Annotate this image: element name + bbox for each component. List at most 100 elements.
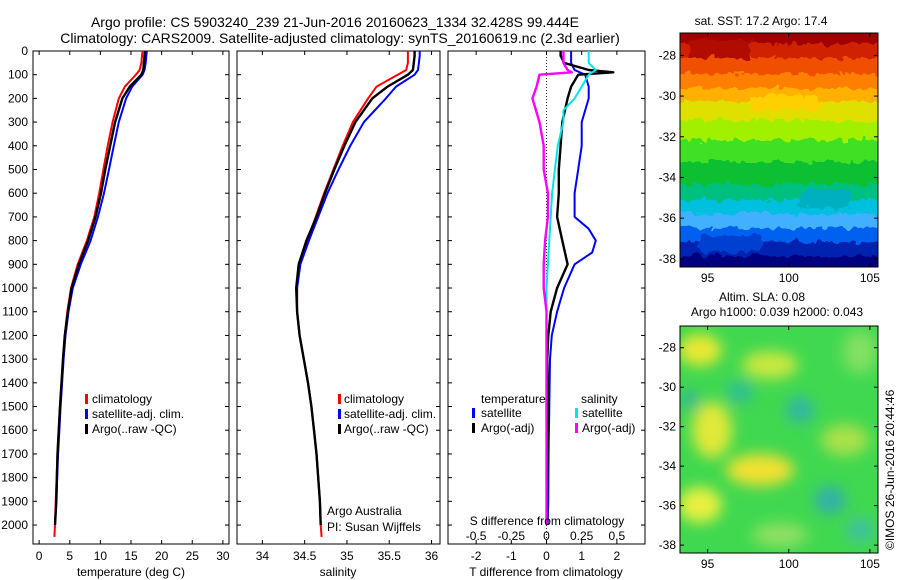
map-y-tick-label: -34 — [659, 459, 677, 473]
legend-swatch-t-argo — [472, 423, 475, 433]
salinity-axis-label: salinity — [320, 565, 357, 579]
legend-label-s-satellite: satellite — [582, 406, 623, 420]
sla-map-axes: 95 100 105 -28 -30 -32 -34 -36 -38 — [659, 326, 880, 571]
depth-tick-label: 600 — [8, 186, 28, 200]
legend-swatch-argo — [338, 424, 341, 434]
map-y-tick-label: -30 — [659, 89, 677, 103]
legend-swatch-climatology — [85, 394, 88, 404]
legend-label-s-argo: Argo(-adj) — [582, 421, 635, 435]
legend-header-temperature: temperature — [481, 392, 546, 406]
x-tick-label: 20 — [155, 549, 169, 563]
depth-tick-label: 1200 — [1, 328, 28, 342]
legend-label-satellite: satellite-adj. clim. — [92, 407, 184, 421]
legend-swatch-satellite — [85, 409, 88, 419]
map-y-tick-label: -28 — [659, 341, 677, 355]
annotation-argo-australia: Argo Australia — [327, 504, 402, 518]
sst-map-title: sat. SST: 17.2 Argo: 17.4 — [695, 14, 828, 28]
map-x-tick-label: 100 — [779, 271, 799, 285]
header-line-2: Climatology: CARS2009. Satellite-adjuste… — [60, 30, 620, 46]
depth-tick-label: 1000 — [1, 281, 28, 295]
depth-tick-label: 900 — [8, 257, 28, 271]
x-tick-label: 35.5 — [378, 549, 402, 563]
salinity-plot: 34 34.5 35 35.5 36 — [256, 51, 439, 563]
x-tick-label: -2 — [471, 549, 482, 563]
temperature-plot-frame — [32, 50, 230, 545]
depth-tick-label: 1900 — [1, 494, 28, 508]
temperature-legend: climatology satellite-adj. clim. Argo(..… — [85, 392, 184, 436]
map-x-tick-label: 105 — [860, 557, 880, 571]
sla-map-title: Altim. SLA: 0.08 — [719, 290, 805, 304]
map-y-tick-label: -38 — [659, 252, 677, 266]
legend-swatch-s-satellite — [575, 408, 578, 418]
depth-tick-label: 1500 — [1, 400, 28, 414]
depth-tick-label: 700 — [8, 210, 28, 224]
map-y-tick-label: -30 — [659, 380, 677, 394]
s-difference-axis-label: S difference from climatology — [470, 514, 625, 528]
s-tick-label: 0.5 — [609, 529, 626, 543]
difference-legend: temperature salinity satellite Argo(-adj… — [472, 392, 635, 435]
sla-map-subtitle: Argo h1000: 0.039 h2000: 0.043 — [691, 305, 863, 319]
header-line-1: Argo profile: CS 5903240_239 21-Jun-2016… — [91, 14, 579, 30]
s-tick-label: -0.25 — [498, 529, 526, 543]
t-difference-axis-label: T difference from climatology — [469, 565, 623, 579]
s-tick-label: -0.5 — [466, 529, 487, 543]
annotation-pi: PI: Susan Wijffels — [327, 520, 421, 534]
legend-swatch-climatology — [338, 394, 341, 404]
x-tick-label: 34 — [256, 549, 270, 563]
depth-tick-label: 800 — [8, 234, 28, 248]
map-y-tick-label: -28 — [659, 48, 677, 62]
s-tick-label: 0 — [543, 529, 550, 543]
x-tick-label: 30 — [216, 549, 230, 563]
legend-header-salinity: salinity — [581, 392, 618, 406]
sla-map-frame — [679, 325, 879, 554]
series-line-salinity-argo-adj — [531, 51, 573, 525]
depth-tick-label: 1600 — [1, 423, 28, 437]
map-x-tick-label: 95 — [701, 557, 715, 571]
temperature-axis-label: temperature (deg C) — [77, 565, 185, 579]
depth-tick-label: 1700 — [1, 447, 28, 461]
x-tick-label: 10 — [94, 549, 108, 563]
x-tick-label: 1 — [578, 549, 585, 563]
legend-swatch-t-satellite — [472, 408, 475, 418]
x-tick-label: 0 — [543, 549, 550, 563]
x-tick-label: 25 — [186, 549, 200, 563]
map-x-tick-label: 100 — [779, 557, 799, 571]
series-line-argo-raw-qc — [53, 50, 147, 526]
sla-map — [680, 326, 878, 553]
x-tick-label: 5 — [66, 549, 73, 563]
sst-map — [680, 33, 878, 267]
depth-axis: 0 100 200 300 400 500 600 700 800 900 1000 1100 1200… — [1, 44, 645, 532]
legend-swatch-satellite — [338, 409, 341, 419]
x-tick-label: -1 — [506, 549, 517, 563]
sst-map-axes: 95 100 105 -28 -30 -32 -34 -36 -38 — [659, 33, 880, 285]
salinity-plot-frame — [236, 50, 441, 545]
legend-swatch-argo — [85, 424, 88, 434]
difference-plot: -2 -1 0 1 2 -0.5 -0.25 0 0.25 0.5 — [466, 51, 626, 563]
map-y-tick-label: -38 — [659, 538, 677, 552]
depth-tick-label: 200 — [8, 91, 28, 105]
x-tick-label: 35 — [340, 549, 354, 563]
map-y-tick-label: -32 — [659, 420, 677, 434]
map-y-tick-label: -36 — [659, 499, 677, 513]
x-tick-label: 0 — [36, 549, 43, 563]
legend-label-climatology: climatology — [344, 392, 404, 406]
temperature-plot: 0 5 10 15 20 25 30 — [36, 50, 230, 563]
salinity-legend: climatology satellite-adj. clim. Argo(..… — [338, 392, 436, 436]
map-x-tick-label: 105 — [860, 271, 880, 285]
series-line-argo-raw-qc — [295, 51, 416, 526]
depth-tick-label: 0 — [21, 44, 28, 58]
x-tick-label: 36 — [425, 549, 439, 563]
legend-label-argo: Argo(..raw -QC) — [344, 422, 429, 436]
depth-tick-label: 1400 — [1, 376, 28, 390]
x-tick-label: 2 — [614, 549, 621, 563]
depth-tick-label: 100 — [8, 68, 28, 82]
depth-tick-label: 500 — [8, 163, 28, 177]
map-y-tick-label: -34 — [659, 170, 677, 184]
depth-tick-label: 2000 — [1, 518, 28, 532]
map-x-tick-label: 95 — [701, 271, 715, 285]
depth-tick-label: 1800 — [1, 471, 28, 485]
depth-tick-label: 400 — [8, 139, 28, 153]
imos-credit: ©IMOS 26-Jun-2016 20:44:46 — [883, 389, 897, 550]
map-y-tick-label: -36 — [659, 211, 677, 225]
legend-label-argo: Argo(..raw -QC) — [92, 422, 177, 436]
